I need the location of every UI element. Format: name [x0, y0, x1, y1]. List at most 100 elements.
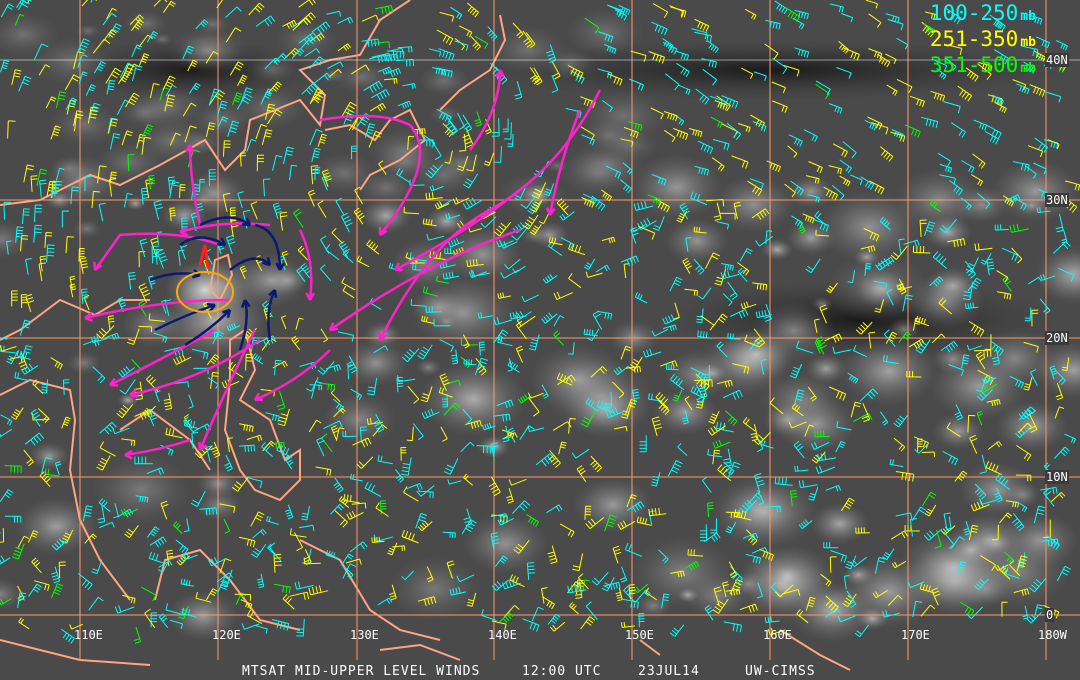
wind-barb — [153, 332, 168, 343]
wind-barb — [497, 292, 512, 299]
wind-barb — [871, 122, 889, 135]
wind-barb — [497, 336, 513, 347]
cloud — [195, 489, 243, 522]
wind-barb — [661, 593, 670, 609]
wind-barb — [879, 146, 894, 162]
wind-barb — [363, 80, 383, 94]
wind-barb — [737, 262, 750, 276]
wind-barb — [765, 505, 781, 513]
wind-barb — [512, 500, 531, 514]
cloud — [853, 247, 880, 267]
wind-barb — [890, 530, 909, 540]
wind-barb — [987, 441, 1003, 450]
wind-barb — [662, 324, 677, 332]
wind-barb — [0, 59, 10, 73]
wind-barb — [342, 285, 355, 299]
wind-barb — [179, 184, 186, 198]
cloud — [817, 191, 921, 264]
wind-barb — [628, 356, 643, 371]
wind-barb — [284, 47, 300, 59]
coastline — [154, 548, 301, 631]
wind-barb — [515, 320, 527, 340]
wind-barb — [760, 439, 774, 449]
wind-barb — [663, 111, 678, 122]
wind-barb — [462, 334, 470, 349]
wind-barb — [15, 226, 24, 243]
wind-barb — [904, 124, 921, 138]
wind-barb — [491, 579, 509, 591]
wind-barb — [69, 623, 83, 630]
wind-barb — [490, 513, 508, 521]
flow-arrow — [179, 222, 271, 234]
cloud — [804, 354, 848, 384]
wind-barb — [61, 529, 74, 544]
wind-barb — [436, 29, 454, 46]
wind-barb — [501, 429, 515, 439]
wind-barb — [392, 545, 406, 551]
cloud — [1033, 341, 1080, 399]
wind-barb — [276, 390, 286, 411]
wind-barb — [836, 67, 852, 79]
coastline — [0, 378, 131, 601]
wind-barb — [226, 437, 233, 453]
coastlines — [0, 0, 851, 671]
wind-barb — [1030, 369, 1038, 387]
wind-barb — [895, 512, 913, 519]
wind-barb — [937, 152, 952, 167]
wind-barb — [66, 99, 77, 115]
cloud — [32, 37, 113, 86]
wind-barb — [387, 47, 404, 54]
wind-barb — [146, 526, 160, 538]
coastline — [0, 0, 411, 206]
wind-barb — [452, 197, 470, 205]
wind-barb — [184, 125, 197, 143]
wind-barb — [568, 242, 586, 256]
wind-barb — [439, 339, 454, 353]
wind-barb — [234, 593, 251, 601]
wind-barb — [31, 557, 42, 574]
wind-barb — [772, 100, 788, 113]
wind-barb — [93, 60, 107, 74]
wind-barb — [226, 234, 236, 255]
wind-barb — [551, 75, 559, 93]
wind-barb — [385, 67, 402, 78]
wind-barb — [181, 607, 198, 618]
wind-barb — [823, 186, 839, 201]
arrowhead — [84, 312, 93, 322]
wind-barb — [945, 44, 963, 56]
wind-barb — [765, 230, 773, 245]
wind-barb — [446, 560, 455, 579]
wind-barb — [507, 133, 514, 147]
wind-barb — [636, 516, 651, 526]
wind-barb — [793, 440, 805, 459]
wind-barb — [677, 442, 688, 456]
wind-barb — [846, 590, 857, 609]
wind-barb — [829, 386, 847, 401]
wind-barb — [530, 199, 543, 213]
wind-barb — [173, 521, 183, 534]
arrowhead — [393, 262, 404, 272]
wind-barb — [145, 374, 159, 392]
wind-barb — [939, 218, 957, 234]
wind-barb — [919, 583, 935, 594]
wind-barb — [494, 146, 502, 163]
cloud — [543, 47, 596, 80]
wind-barb — [457, 112, 465, 130]
wind-barb — [749, 178, 764, 190]
wind-barb — [401, 529, 419, 544]
wind-barb — [311, 147, 321, 162]
wind-barb — [521, 294, 540, 303]
wind-barb — [627, 501, 645, 513]
wind-barb — [11, 290, 18, 307]
wind-barb — [217, 100, 228, 117]
wind-barb — [993, 488, 1003, 503]
wind-barb — [138, 325, 153, 333]
wind-barb — [571, 448, 590, 459]
wind-barb — [516, 315, 536, 327]
wind-barb — [309, 32, 325, 42]
wind-barb — [73, 110, 83, 127]
wind-barb — [533, 67, 543, 86]
wind-barb — [319, 382, 336, 391]
wind-barb — [1025, 165, 1037, 179]
